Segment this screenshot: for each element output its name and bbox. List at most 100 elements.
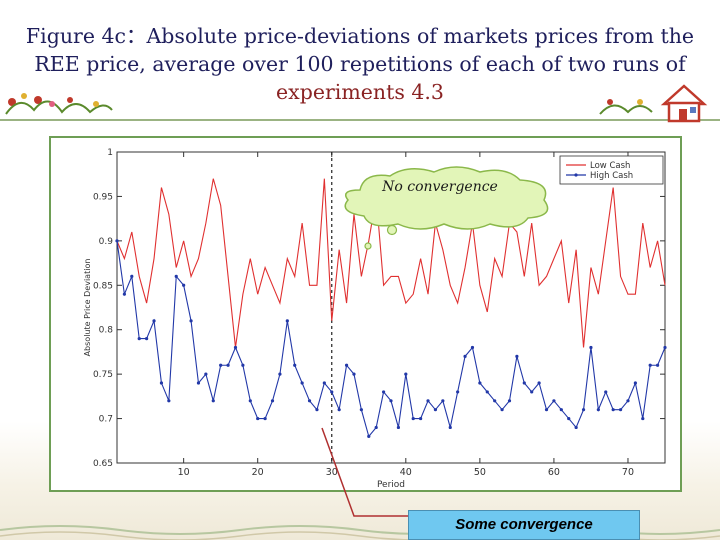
x-tick-label: 40 — [400, 467, 412, 478]
high-cash-point — [411, 416, 415, 421]
x-tick-label: 10 — [178, 467, 190, 478]
high-cash-point — [493, 399, 497, 403]
title-main: Figure 4c：Absolute price-deviations of m… — [25, 24, 695, 76]
high-cash-point — [567, 416, 571, 421]
high-cash-point — [248, 399, 252, 403]
high-cash-point — [433, 408, 438, 412]
high-cash-point — [574, 425, 578, 430]
high-cash-point — [463, 354, 467, 358]
high-cash-point — [278, 372, 282, 376]
high-cash-point — [367, 434, 371, 438]
no-convergence-label: No convergence — [382, 179, 498, 195]
y-tick-label: 0.95 — [93, 192, 113, 202]
y-tick-label: 0.8 — [99, 326, 114, 336]
high-cash-point — [507, 399, 512, 403]
x-axis-label: Period — [377, 480, 405, 490]
high-cash-point — [441, 399, 445, 403]
high-cash-point — [456, 390, 460, 394]
high-cash-point — [448, 425, 452, 430]
y-tick-label: 0.65 — [93, 459, 113, 469]
high-cash-point — [167, 399, 171, 403]
high-cash-point — [470, 345, 475, 350]
high-cash-point — [396, 425, 401, 430]
y-tick-label: 0.75 — [93, 370, 113, 380]
high-cash-point — [263, 416, 267, 421]
high-cash-point — [122, 292, 127, 296]
high-cash-point — [137, 337, 141, 341]
high-cash-point — [389, 399, 393, 403]
high-cash-point — [174, 274, 178, 278]
high-cash-point — [219, 363, 223, 367]
high-cash-point — [270, 399, 275, 403]
high-cash-point — [426, 399, 430, 403]
high-cash-point — [226, 363, 230, 367]
high-cash-point — [322, 381, 326, 385]
high-cash-point — [241, 363, 245, 367]
y-tick-label: 0.7 — [99, 415, 113, 425]
y-tick-label: 0.85 — [93, 281, 113, 291]
high-cash-point — [374, 425, 378, 430]
high-cash-point — [211, 399, 215, 403]
high-cash-point — [344, 363, 349, 367]
series-line-low-cash — [116, 178, 666, 348]
y-tick-label: 1 — [107, 148, 113, 158]
high-cash-point — [352, 372, 356, 376]
high-cash-point — [196, 381, 201, 385]
high-cash-point — [115, 239, 119, 243]
high-cash-point — [300, 381, 304, 385]
high-cash-point — [648, 363, 652, 367]
high-cash-point — [233, 345, 238, 350]
high-cash-point — [655, 363, 660, 367]
y-tick-label: 0.9 — [99, 237, 114, 247]
home-icon — [660, 84, 708, 123]
high-cash-point — [159, 381, 164, 385]
high-cash-point — [611, 408, 615, 412]
high-cash-point — [478, 381, 482, 385]
plot-area — [116, 151, 666, 464]
high-cash-point — [330, 390, 334, 394]
high-cash-point — [633, 381, 637, 385]
high-cash-point — [204, 372, 208, 376]
legend-box — [559, 155, 664, 185]
high-cash-point — [404, 372, 408, 376]
legend-label: High Cash — [590, 171, 633, 181]
high-cash-point — [189, 319, 193, 323]
vine-sprig-right — [599, 99, 653, 115]
x-tick-label: 70 — [622, 467, 634, 478]
high-cash-point — [337, 408, 341, 412]
x-tick-label: 60 — [548, 467, 560, 478]
some-convergence-label: Some convergence — [408, 510, 640, 540]
slide-title: Figure 4c：Absolute price-deviations of m… — [20, 22, 700, 106]
high-cash-point — [596, 408, 600, 412]
high-cash-point — [626, 399, 630, 403]
x-tick-label: 30 — [326, 467, 338, 478]
high-cash-point — [500, 408, 504, 412]
high-cash-point — [663, 345, 667, 350]
high-cash-point — [604, 390, 608, 394]
high-cash-point — [552, 399, 556, 403]
high-cash-point — [359, 408, 363, 412]
legend-marker — [574, 173, 578, 177]
high-cash-point — [559, 408, 563, 412]
high-cash-point — [182, 283, 186, 287]
y-axis-label: Absolute Price Deviation — [83, 259, 92, 357]
high-cash-point — [315, 408, 319, 412]
high-cash-point — [130, 274, 134, 278]
high-cash-point — [544, 408, 549, 412]
flower-border-decoration — [0, 84, 720, 123]
x-tick-label: 20 — [252, 467, 264, 478]
high-cash-point — [530, 390, 534, 394]
high-cash-point — [581, 408, 586, 412]
high-cash-point — [515, 354, 519, 358]
high-cash-point — [618, 408, 623, 412]
high-cash-point — [293, 363, 297, 367]
high-cash-point — [307, 399, 312, 403]
high-cash-point — [256, 416, 260, 421]
high-cash-point — [152, 319, 156, 323]
high-cash-point — [589, 345, 593, 350]
high-cash-point — [285, 319, 289, 323]
high-cash-point — [485, 390, 489, 394]
high-cash-point — [537, 381, 541, 385]
